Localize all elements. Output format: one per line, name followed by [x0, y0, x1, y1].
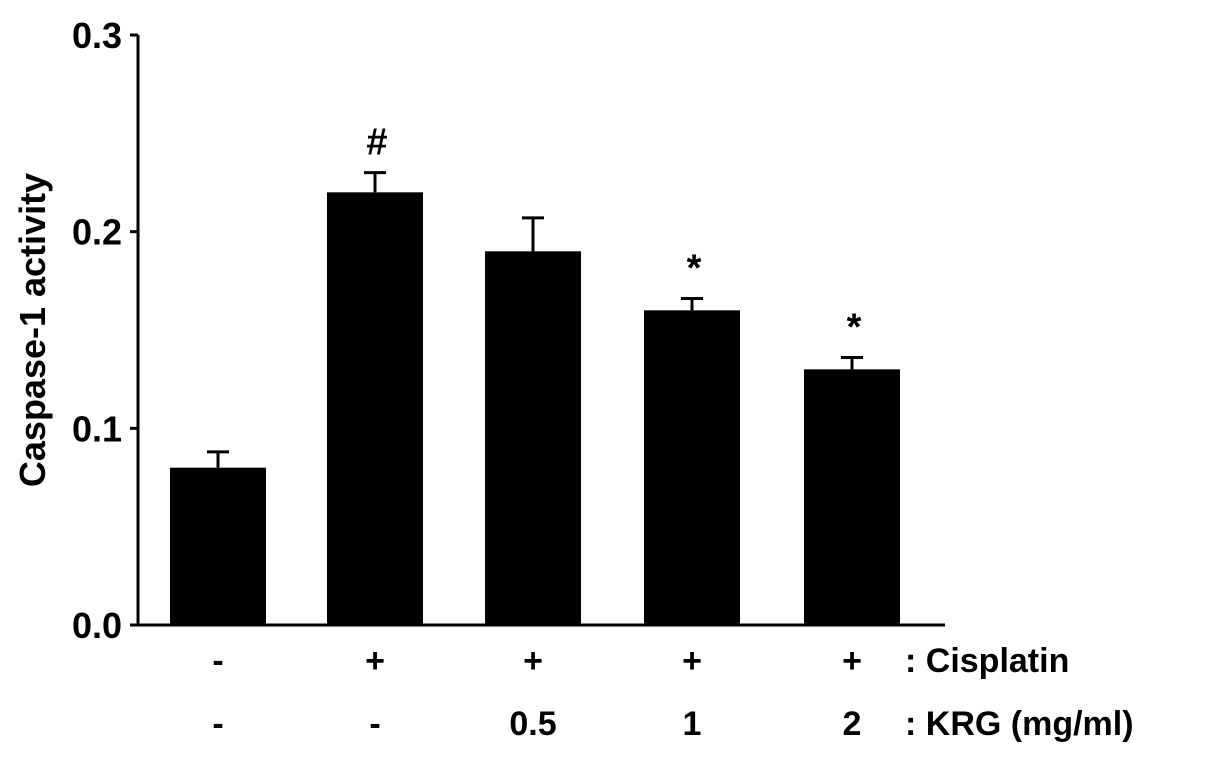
significance-mark: #	[366, 122, 387, 164]
krg-condition-label: -	[369, 705, 380, 743]
y-tick-label: 0.0	[72, 605, 122, 646]
cisplatin-condition-label: +	[365, 642, 385, 680]
y-tick-label: 0.3	[72, 15, 122, 56]
annotations: # * *	[366, 122, 861, 349]
cisplatin-condition-label: -	[212, 642, 223, 680]
krg-row-label: : KRG (mg/ml)	[905, 705, 1134, 743]
cisplatin-condition-label: +	[523, 642, 543, 680]
krg-condition-label: -	[212, 705, 223, 743]
krg-condition-label: 2	[843, 705, 862, 743]
y-tick-label: 0.1	[72, 408, 122, 449]
cisplatin-row-label: : Cisplatin	[905, 642, 1069, 680]
bar	[485, 251, 581, 626]
x-condition-labels: - - + - +0.5 +1 +2	[212, 642, 862, 743]
krg-condition-label: 0.5	[509, 705, 556, 743]
significance-mark: *	[687, 248, 702, 290]
error-bars	[207, 171, 863, 468]
bar	[804, 369, 900, 625]
cisplatin-condition-label: +	[842, 642, 862, 680]
krg-condition-label: 1	[683, 705, 702, 743]
significance-mark: *	[847, 307, 862, 349]
bars	[170, 192, 900, 626]
y-ticks: 0.0 0.1 0.2 0.3	[72, 15, 138, 646]
bar	[170, 467, 266, 625]
bar	[327, 192, 423, 626]
y-axis-label: Caspase-1 activity	[12, 173, 53, 487]
cisplatin-condition-label: +	[682, 642, 702, 680]
bar	[644, 310, 740, 625]
y-tick-label: 0.2	[72, 212, 122, 253]
